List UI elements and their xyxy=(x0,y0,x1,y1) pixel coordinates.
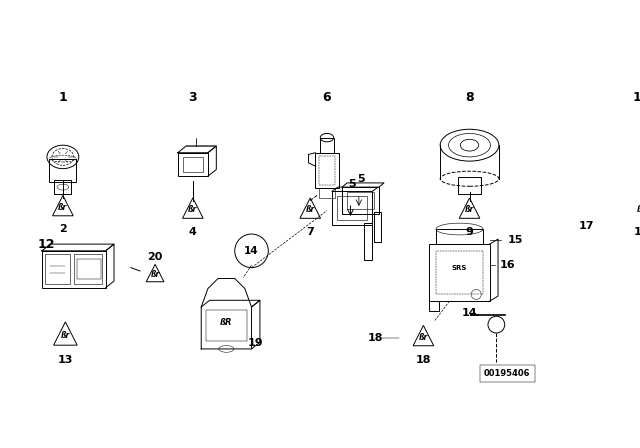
Text: SRS: SRS xyxy=(452,265,467,271)
Text: 16: 16 xyxy=(499,260,515,270)
Text: 5: 5 xyxy=(356,174,364,184)
Text: 14: 14 xyxy=(244,246,259,256)
Bar xyxy=(49,159,76,182)
Bar xyxy=(332,191,372,225)
Bar xyxy=(364,223,372,260)
Bar xyxy=(74,254,102,284)
Text: 15: 15 xyxy=(508,235,524,245)
Text: 2: 2 xyxy=(59,224,67,234)
Bar xyxy=(436,251,483,294)
Text: 12: 12 xyxy=(37,237,55,250)
Bar xyxy=(45,254,70,284)
Bar xyxy=(616,139,640,190)
Bar xyxy=(320,138,333,153)
Bar xyxy=(429,244,490,301)
Bar xyxy=(481,365,535,382)
Text: 3: 3 xyxy=(189,91,197,104)
Text: 5: 5 xyxy=(348,179,356,189)
Text: 19: 19 xyxy=(248,338,264,348)
Bar xyxy=(436,229,483,244)
Bar xyxy=(206,310,246,340)
Bar xyxy=(183,157,203,172)
Text: 00195406: 00195406 xyxy=(484,369,531,378)
Bar xyxy=(319,188,335,198)
Bar xyxy=(623,142,640,161)
Text: 13: 13 xyxy=(58,355,73,365)
Text: 9: 9 xyxy=(465,227,474,237)
Text: 11: 11 xyxy=(634,227,640,237)
Text: ßr: ßr xyxy=(419,333,428,342)
Text: 18: 18 xyxy=(368,333,383,343)
Text: 8: 8 xyxy=(465,91,474,104)
Bar xyxy=(612,221,640,241)
Bar xyxy=(374,212,381,242)
Text: ßr: ßr xyxy=(637,205,640,214)
Text: 20: 20 xyxy=(147,252,163,262)
Bar xyxy=(342,187,379,214)
Bar xyxy=(178,153,208,176)
Text: 18: 18 xyxy=(415,355,431,365)
Text: ßr: ßr xyxy=(58,203,67,212)
Text: ßR: ßR xyxy=(220,318,232,327)
Text: 10: 10 xyxy=(633,91,640,104)
Bar xyxy=(316,153,339,188)
Text: 7: 7 xyxy=(307,227,314,237)
Bar xyxy=(77,259,100,280)
Text: 14: 14 xyxy=(461,308,477,318)
Text: 1: 1 xyxy=(58,91,67,104)
Text: ßr: ßr xyxy=(305,205,315,214)
Bar xyxy=(458,177,481,194)
Text: ßr: ßr xyxy=(150,270,160,279)
Bar xyxy=(623,163,640,181)
Bar xyxy=(619,226,640,237)
Text: 6: 6 xyxy=(323,91,332,104)
Bar xyxy=(42,251,106,288)
Text: ßr: ßr xyxy=(61,331,70,340)
Text: 4: 4 xyxy=(189,227,196,237)
Text: ßr: ßr xyxy=(188,205,198,214)
Text: 17: 17 xyxy=(579,221,595,231)
Text: ßr: ßr xyxy=(465,205,474,214)
Bar xyxy=(319,156,335,185)
Bar xyxy=(347,192,374,209)
Bar xyxy=(54,181,71,194)
Bar xyxy=(337,196,367,220)
